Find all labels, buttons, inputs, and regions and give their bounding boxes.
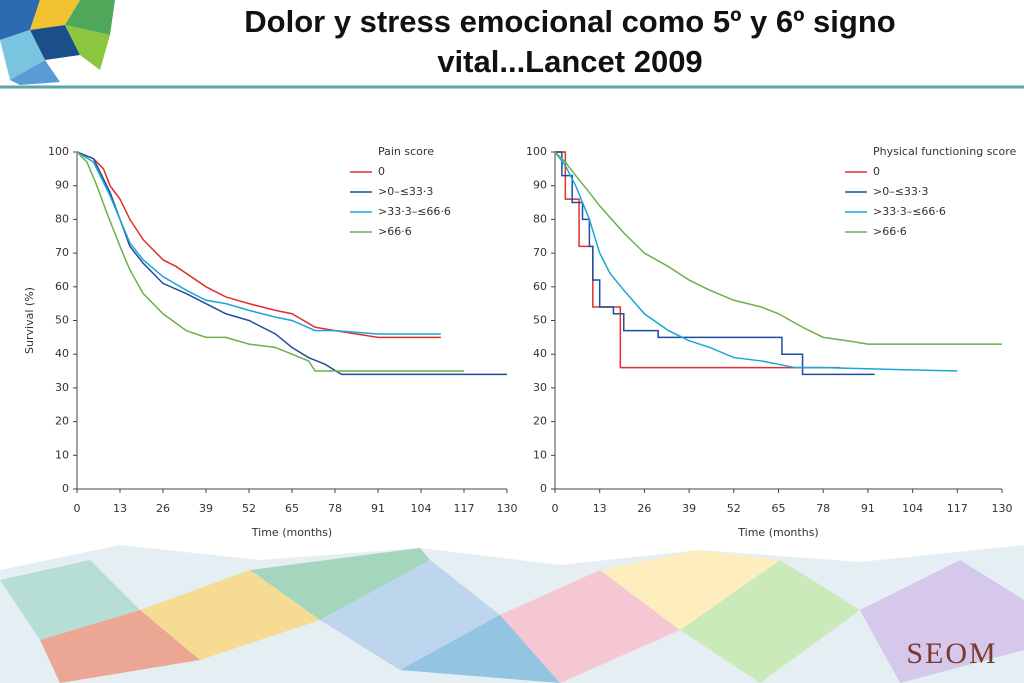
- x-tick-label: 78: [328, 502, 342, 515]
- y-tick-label: 100: [526, 145, 547, 158]
- x-tick-label: 65: [285, 502, 299, 515]
- x-tick-label: 104: [411, 502, 432, 515]
- y-tick-label: 80: [55, 212, 69, 225]
- y-tick-label: 30: [55, 381, 69, 394]
- y-tick-label: 50: [55, 314, 69, 327]
- slide-title: Dolor y stress emocional como 5º y 6º si…: [244, 4, 896, 79]
- y-tick-label: 10: [533, 448, 547, 461]
- footer-mosaic: [0, 545, 1024, 683]
- legend-label: 0: [378, 165, 385, 178]
- x-tick-label: 0: [74, 502, 81, 515]
- x-tick-label: 0: [552, 502, 559, 515]
- survival-curve: [554, 151, 958, 372]
- y-tick-label: 20: [533, 415, 547, 428]
- x-tick-label: 13: [113, 502, 127, 515]
- legend-label: >66·6: [378, 225, 412, 238]
- y-tick-label: 0: [62, 482, 69, 495]
- legend-label: >66·6: [873, 225, 907, 238]
- y-tick-label: 10: [55, 448, 69, 461]
- y-tick-label: 80: [533, 212, 547, 225]
- x-tick-label: 130: [992, 502, 1013, 515]
- legend-label: >33·3–≤66·6: [873, 205, 946, 218]
- legend-title: Pain score: [378, 145, 434, 158]
- x-tick-label: 39: [199, 502, 213, 515]
- x-tick-label: 91: [371, 502, 385, 515]
- x-tick-label: 39: [682, 502, 696, 515]
- y-tick-label: 70: [533, 246, 547, 259]
- legend-label: >0–≤33·3: [378, 185, 433, 198]
- y-tick-label: 0: [540, 482, 547, 495]
- y-tick-label: 20: [55, 415, 69, 428]
- x-tick-label: 65: [772, 502, 786, 515]
- y-tick-label: 70: [55, 246, 69, 259]
- x-tick-label: 78: [816, 502, 830, 515]
- x-tick-label: 52: [242, 502, 256, 515]
- chart-background: [20, 130, 1020, 545]
- x-tick-label: 26: [156, 502, 170, 515]
- y-tick-label: 100: [48, 145, 69, 158]
- logo: SEOM: [906, 637, 997, 670]
- legend-label: >33·3–≤66·6: [378, 205, 451, 218]
- y-tick-label: 50: [533, 314, 547, 327]
- header-mosaic: [0, 0, 115, 85]
- x-axis-label: Time (months): [251, 526, 332, 539]
- x-tick-label: 13: [593, 502, 607, 515]
- legend-label: >0–≤33·3: [873, 185, 928, 198]
- y-tick-label: 40: [55, 347, 69, 360]
- survival-curve: [554, 151, 1002, 345]
- survival-curve: [76, 151, 441, 335]
- x-tick-label: 130: [497, 502, 518, 515]
- y-tick-label: 90: [55, 179, 69, 192]
- x-tick-label: 91: [861, 502, 875, 515]
- legend-label: 0: [873, 165, 880, 178]
- y-tick-label: 60: [533, 280, 547, 293]
- y-axis-label: Survival (%): [23, 287, 36, 354]
- x-tick-label: 117: [454, 502, 475, 515]
- x-tick-label: 117: [947, 502, 968, 515]
- legend-title: Physical functioning score: [873, 145, 1016, 158]
- survival-curve: [555, 151, 875, 376]
- survival-curve: [76, 151, 464, 372]
- x-tick-label: 104: [902, 502, 923, 515]
- y-tick-label: 30: [533, 381, 547, 394]
- x-axis-label: Time (months): [737, 526, 818, 539]
- x-tick-label: 26: [637, 502, 651, 515]
- y-tick-label: 40: [533, 347, 547, 360]
- survival-curve: [76, 151, 441, 339]
- x-tick-label: 52: [727, 502, 741, 515]
- y-tick-label: 60: [55, 280, 69, 293]
- y-tick-label: 90: [533, 179, 547, 192]
